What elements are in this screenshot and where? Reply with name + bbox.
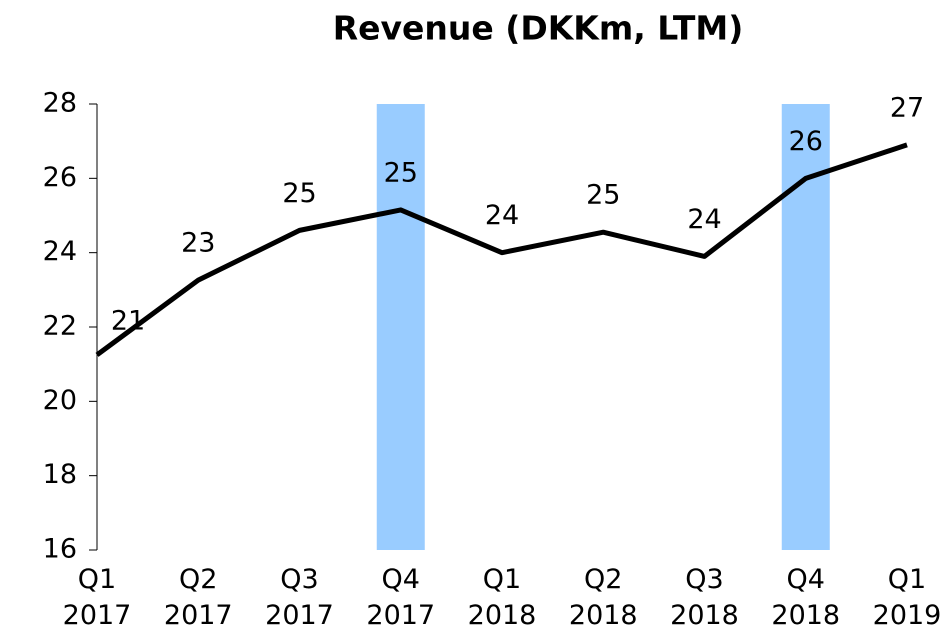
highlight-band	[376, 104, 425, 550]
y-tick-label: 24	[43, 236, 77, 267]
x-tick-label-line: Q4	[382, 564, 420, 595]
x-tick-label-line: Q1	[483, 564, 521, 595]
x-tick-label-line: 2017	[164, 600, 233, 631]
x-tick-label: Q3 2017	[265, 564, 334, 631]
value-label: 26	[789, 126, 823, 157]
x-tick-label-line: Q2	[584, 564, 622, 595]
x-tick-label-line: 2018	[468, 600, 537, 631]
x-tick-label-line: 2018	[670, 600, 739, 631]
y-tick-label: 26	[43, 162, 77, 193]
x-tick-label: Q4 2018	[771, 564, 840, 631]
y-tick-label: 16	[43, 534, 77, 565]
x-tick-label: Q1 2017	[63, 564, 132, 631]
x-tick-label-line: 2017	[63, 600, 132, 631]
x-tick-label-line: Q3	[280, 564, 318, 595]
x-tick-label-line: 2018	[771, 600, 840, 631]
x-tick-label: Q3 2018	[670, 564, 739, 631]
x-tick-label-line: 2017	[265, 600, 334, 631]
value-label: 23	[181, 228, 215, 259]
x-tick-label-line: Q1	[888, 564, 926, 595]
x-tick-label: Q1 2018	[468, 564, 537, 631]
value-label: 24	[687, 204, 721, 235]
x-tick-label: Q2 2017	[164, 564, 233, 631]
value-label: 27	[890, 92, 924, 123]
value-label: 21	[111, 305, 145, 336]
value-label: 24	[485, 200, 519, 231]
value-label: 25	[586, 180, 620, 211]
y-tick-label: 28	[43, 88, 77, 119]
value-label: 25	[282, 178, 316, 209]
x-tick-label-line: 2019	[873, 600, 942, 631]
line	[95, 142, 908, 357]
y-tick-label: 20	[43, 385, 77, 416]
x-tick-label-line: 2017	[366, 600, 435, 631]
x-tick-label-line: Q1	[78, 564, 116, 595]
x-tick-label: Q4 2017	[366, 564, 435, 631]
y-tick-label: 22	[43, 311, 77, 342]
x-tick-label-line: 2018	[569, 600, 638, 631]
x-tick-label: Q2 2018	[569, 564, 638, 631]
x-tick-label: Q1 2019	[873, 564, 942, 631]
y-tick-label: 18	[43, 459, 77, 490]
x-tick-label-line: Q2	[179, 564, 217, 595]
x-tick-label-line: Q3	[685, 564, 723, 595]
x-tick-label-line: Q4	[787, 564, 825, 595]
value-label: 25	[384, 157, 418, 188]
chart-title: Revenue (DKKm, LTM)	[333, 9, 744, 48]
